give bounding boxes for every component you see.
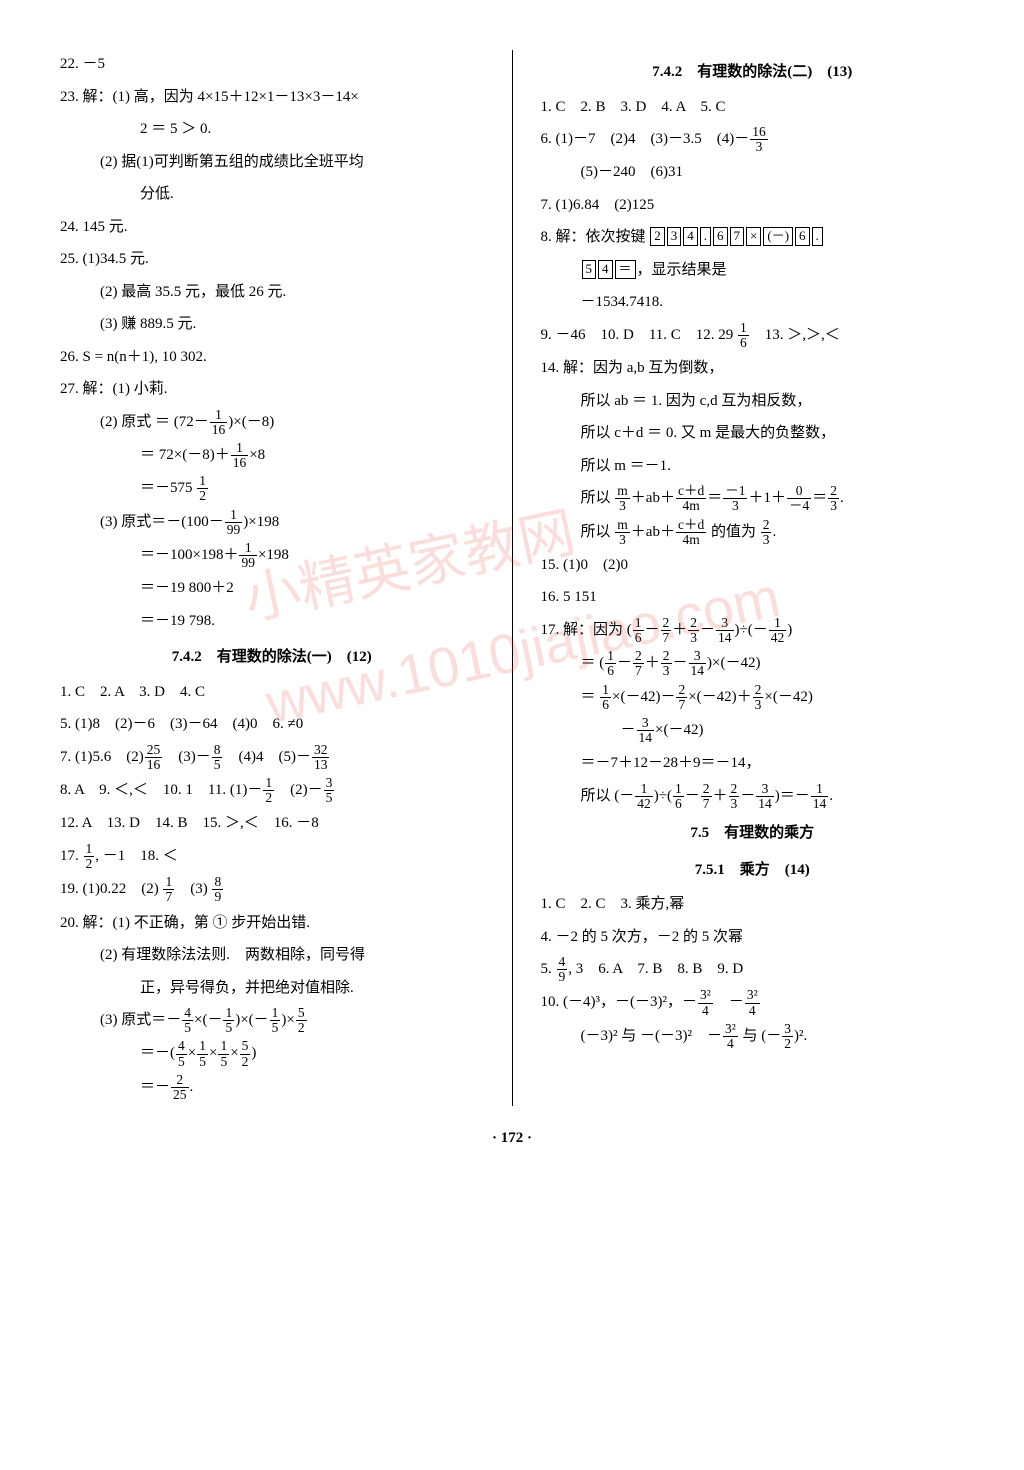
section-heading: 7.5.1 乘方 (14) (541, 856, 965, 885)
key-box: 3 (667, 227, 682, 246)
line: ＝－225. (60, 1073, 484, 1102)
line: 2 ＝ 5 ＞ 0. (60, 115, 484, 144)
line: 12. A 13. D 14. B 15. ＞,＜ 16. －8 (60, 809, 484, 838)
line: 17. 12, －1 18. ＜ (60, 842, 484, 871)
line: 所以 (－142)÷(16－27＋23－314)＝－114. (541, 782, 965, 811)
line: －1534.7418. (541, 288, 965, 317)
line: 所以 m ＝－1. (541, 452, 965, 481)
line: 1. C 2. A 3. D 4. C (60, 678, 484, 707)
line: 所以 m3＋ab＋c＋d4m＝－13＋1＋0－4＝23. (541, 484, 965, 513)
key-box: 6 (713, 227, 728, 246)
line: 20. 解：(1) 不正确，第 ① 步开始出错. (60, 909, 484, 938)
left-column: 22. －5 23. 解：(1) 高，因为 4×15＋12×1－13×3－14×… (60, 50, 484, 1106)
line: ＝－(45×15×15×52) (60, 1039, 484, 1068)
line: 25. (1)34.5 元. (60, 245, 484, 274)
line: ＝－19 800＋2 (60, 574, 484, 603)
line: (2) 原式 ＝ (72－116)×(－8) (60, 408, 484, 437)
line: 14. 解：因为 a,b 互为倒数， (541, 354, 965, 383)
line: (2) 最高 35.5 元，最低 26 元. (60, 278, 484, 307)
line: 26. S = n(n＋1), 10 302. (60, 343, 484, 372)
line: 8. 解：依次按键 234.67×(－)6. (541, 223, 965, 252)
key-box: 6 (795, 227, 810, 246)
line: 16. 5 151 (541, 583, 965, 612)
section-heading: 7.4.2 有理数的除法(二) (13) (541, 58, 965, 87)
key-box: 4 (598, 260, 613, 279)
line: (2) 有理数除法法则. 两数相除，同号得 (60, 941, 484, 970)
line: ＝－19 798. (60, 607, 484, 636)
line: 7. (1)5.6 (2)2516 (3)－85 (4)4 (5)－3213 (60, 743, 484, 772)
line: 4. －2 的 5 次方，－2 的 5 次幂 (541, 923, 965, 952)
line: ＝－7＋12－28＋9＝－14， (541, 749, 965, 778)
key-box: . (812, 227, 823, 246)
line: ＝ 72×(－8)＋116×8 (60, 441, 484, 470)
line: －314×(－42) (541, 716, 965, 745)
line: 所以 ab ＝ 1. 因为 c,d 互为相反数， (541, 387, 965, 416)
page-number: · 172 · (60, 1124, 964, 1153)
key-box: (－) (763, 227, 793, 246)
line: 10. (－4)³，－(－3)²，－3²4 －3²4 (541, 988, 965, 1017)
line: 23. 解：(1) 高，因为 4×15＋12×1－13×3－14× (60, 83, 484, 112)
line: (3) 原式＝－45×(－15)×(－15)×52 (60, 1006, 484, 1035)
line: 22. －5 (60, 50, 484, 79)
section-heading: 7.4.2 有理数的除法(一) (12) (60, 643, 484, 672)
line: 1. C 2. C 3. 乘方,幂 (541, 890, 965, 919)
line: 24. 145 元. (60, 213, 484, 242)
line: ＝ 16×(－42)－27×(－42)＋23×(－42) (541, 683, 965, 712)
key-box: × (746, 227, 761, 246)
line: (5)－240 (6)31 (541, 158, 965, 187)
line: 1. C 2. B 3. D 4. A 5. C (541, 93, 965, 122)
right-column: 7.4.2 有理数的除法(二) (13) 1. C 2. B 3. D 4. A… (541, 50, 965, 1106)
line: ＝－575 12 (60, 474, 484, 503)
line: ＝－100×198＋199×198 (60, 541, 484, 570)
line: (－3)² 与 －(－3)² －3²4 与 (－32)². (541, 1022, 965, 1051)
key-box: . (700, 227, 711, 246)
line: 正，异号得负，并把绝对值相除. (60, 974, 484, 1003)
line: 19. (1)0.22 (2) 17 (3) 89 (60, 875, 484, 904)
column-divider (512, 50, 513, 1106)
section-heading: 7.5 有理数的乘方 (541, 819, 965, 848)
line: 9. －46 10. D 11. C 12. 29 16 13. ＞,＞,＜ (541, 321, 965, 350)
line: 27. 解：(1) 小莉. (60, 375, 484, 404)
line: ＝ (16－27＋23－314)×(－42) (541, 649, 965, 678)
line: 6. (1)－7 (2)4 (3)－3.5 (4)－163 (541, 125, 965, 154)
line: 17. 解：因为 (16－27＋23－314)÷(－142) (541, 616, 965, 645)
line: 8. A 9. ＜,＜ 10. 1 11. (1)－12 (2)－35 (60, 776, 484, 805)
line: 所以 c＋d ＝ 0. 又 m 是最大的负整数， (541, 419, 965, 448)
line: 5. (1)8 (2)－6 (3)－64 (4)0 6. ≠0 (60, 710, 484, 739)
line: (2) 据(1)可判断第五组的成绩比全班平均 (60, 148, 484, 177)
key-box: 5 (582, 260, 597, 279)
line: 15. (1)0 (2)0 (541, 551, 965, 580)
line: (3) 原式＝－(100－199)×198 (60, 508, 484, 537)
line: 5. 49, 3 6. A 7. B 8. B 9. D (541, 955, 965, 984)
line: 54＝，显示结果是 (541, 256, 965, 285)
key-box: 4 (683, 227, 698, 246)
key-box: ＝ (615, 260, 636, 279)
line: 所以 m3＋ab＋c＋d4m 的值为 23. (541, 518, 965, 547)
key-box: 7 (730, 227, 745, 246)
line: (3) 赚 889.5 元. (60, 310, 484, 339)
line: 7. (1)6.84 (2)125 (541, 191, 965, 220)
line: 分低. (60, 180, 484, 209)
key-box: 2 (650, 227, 665, 246)
